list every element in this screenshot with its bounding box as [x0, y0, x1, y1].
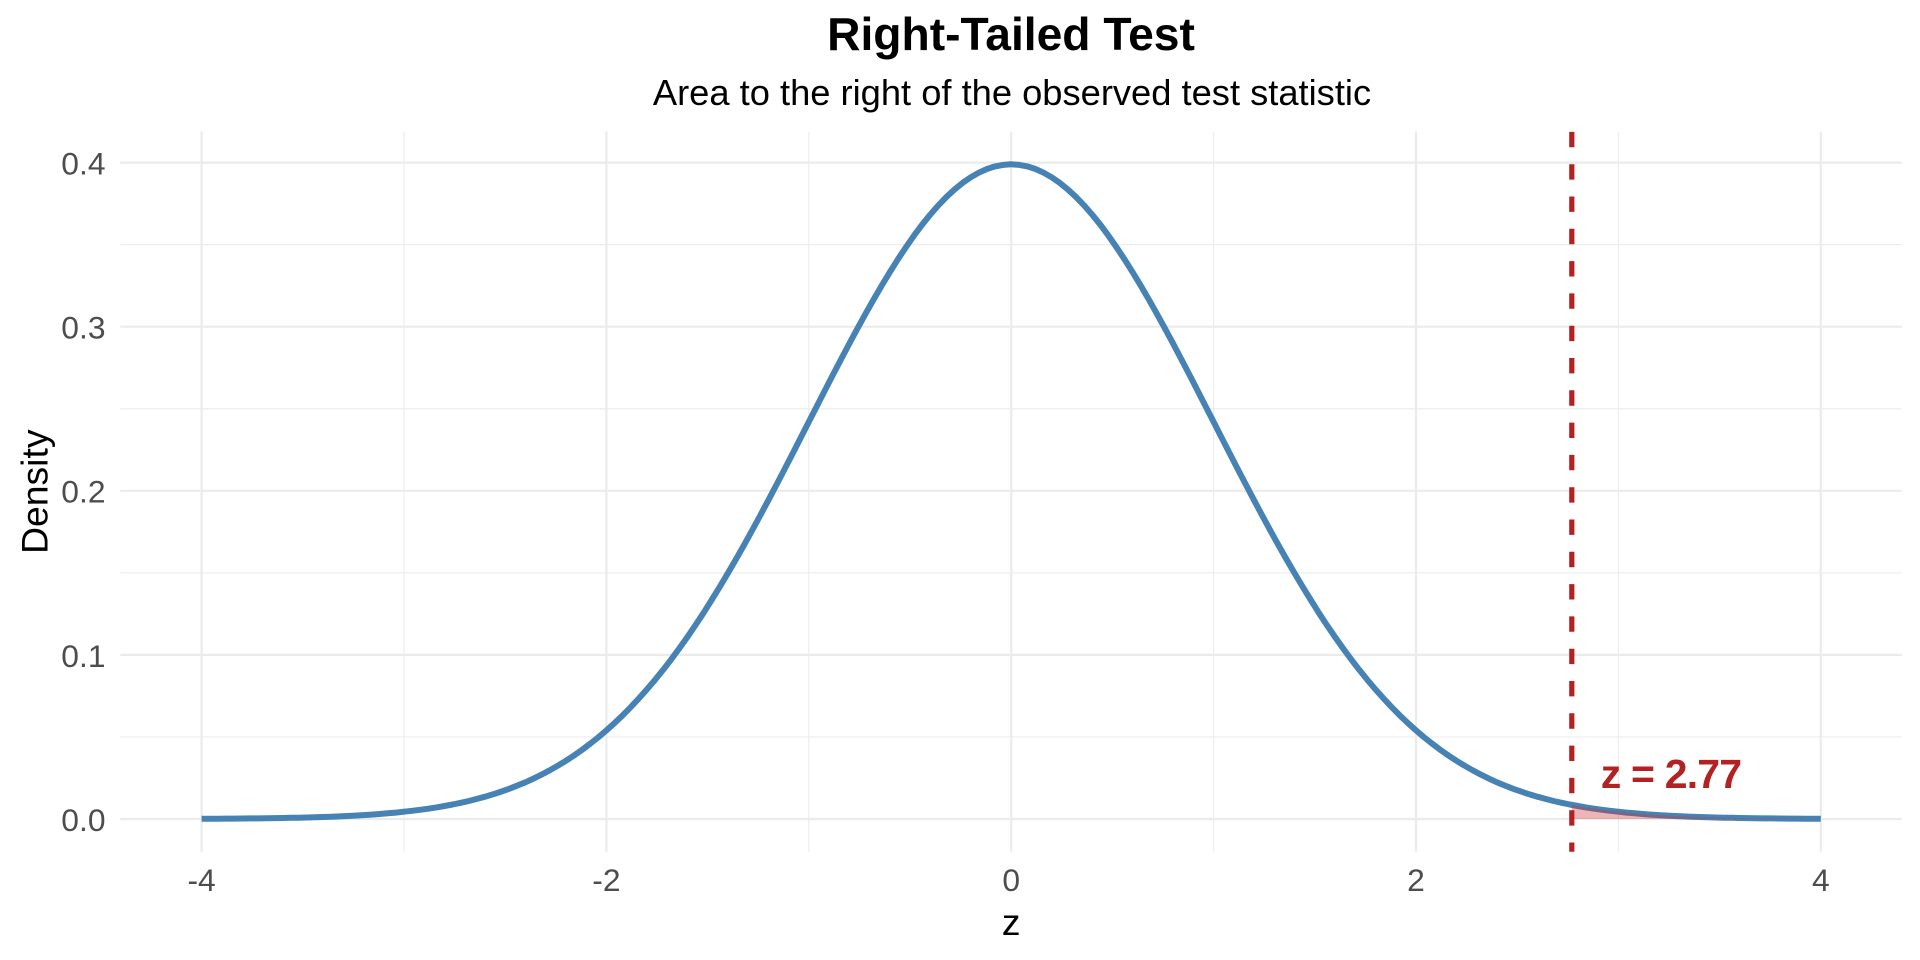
svg-text:0.3: 0.3 [61, 310, 105, 346]
svg-text:2: 2 [1407, 862, 1425, 898]
svg-text:0.1: 0.1 [61, 638, 105, 674]
svg-text:Density: Density [14, 429, 56, 554]
svg-text:-4: -4 [187, 862, 215, 898]
svg-text:z: z [1002, 901, 1021, 943]
svg-text:Area to the right of the obser: Area to the right of the observed test s… [653, 72, 1371, 113]
svg-text:0: 0 [1002, 862, 1020, 898]
svg-text:0.0: 0.0 [61, 802, 105, 838]
svg-text:0.2: 0.2 [61, 474, 105, 510]
svg-text:Right-Tailed Test: Right-Tailed Test [827, 8, 1195, 60]
svg-text:z = 2.77: z = 2.77 [1601, 751, 1742, 797]
svg-text:0.4: 0.4 [61, 146, 105, 182]
svg-text:4: 4 [1812, 862, 1830, 898]
svg-text:-2: -2 [592, 862, 620, 898]
